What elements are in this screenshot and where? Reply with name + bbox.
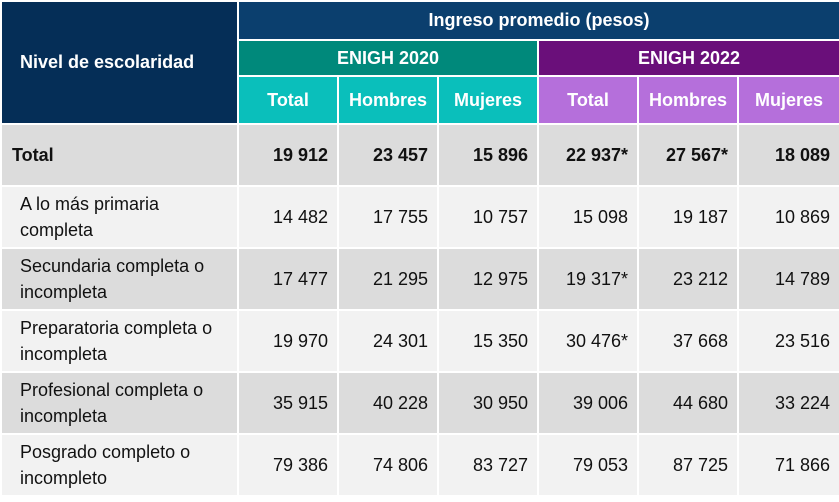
cell-2020-hombres: 17 755: [337, 185, 439, 249]
cell-2022-mujeres: 18 089: [737, 123, 839, 187]
row-label: Total: [0, 123, 239, 187]
row-label: Secundaria completa o incompleta: [0, 247, 239, 311]
header-2022-total: Total: [537, 75, 639, 125]
header-2022-mujeres: Mujeres: [737, 75, 839, 125]
cell-2020-total: 79 386: [237, 433, 339, 497]
row-label: Posgrado completo o incompleto: [0, 433, 239, 497]
cell-2020-hombres: 21 295: [337, 247, 439, 311]
cell-2020-hombres: 74 806: [337, 433, 439, 497]
header-nivel-escolaridad: Nivel de escolaridad: [0, 0, 239, 125]
cell-2022-hombres: 44 680: [637, 371, 739, 435]
cell-2022-mujeres: 23 516: [737, 309, 839, 373]
cell-2020-total: 19 912: [237, 123, 339, 187]
row-label: Preparatoria completa o incompleta: [0, 309, 239, 373]
cell-2020-total: 17 477: [237, 247, 339, 311]
cell-2022-mujeres: 71 866: [737, 433, 839, 497]
header-enigh-2020: ENIGH 2020: [237, 39, 539, 77]
cell-2022-hombres: 37 668: [637, 309, 739, 373]
table-row: Preparatoria completa o incompleta 19 970…: [0, 309, 839, 373]
header-enigh-2022: ENIGH 2022: [537, 39, 839, 77]
cell-2022-hombres: 87 725: [637, 433, 739, 497]
row-label: A lo más primaria completa: [0, 185, 239, 249]
cell-2022-mujeres: 33 224: [737, 371, 839, 435]
table-row-total: Total 19 912 23 457 15 896 22 937* 27 567* 18 …: [0, 123, 839, 187]
header-ingreso-promedio: Ingreso promedio (pesos): [237, 0, 839, 41]
table-row: Profesional completa o incompleta 35 915 4…: [0, 371, 839, 435]
cell-2020-hombres: 24 301: [337, 309, 439, 373]
table-row: Posgrado completo o incompleto 79 386 74 8…: [0, 433, 839, 497]
cell-2020-mujeres: 15 350: [437, 309, 539, 373]
header-2020-mujeres: Mujeres: [437, 75, 539, 125]
cell-2022-total: 22 937*: [537, 123, 639, 187]
cell-2022-total: 15 098: [537, 185, 639, 249]
cell-2020-hombres: 40 228: [337, 371, 439, 435]
cell-2022-hombres: 23 212: [637, 247, 739, 311]
cell-2020-total: 35 915: [237, 371, 339, 435]
cell-2020-mujeres: 15 896: [437, 123, 539, 187]
header-2020-hombres: Hombres: [337, 75, 439, 125]
cell-2020-mujeres: 83 727: [437, 433, 539, 497]
cell-2022-hombres: 27 567*: [637, 123, 739, 187]
table-row: Secundaria completa o incompleta 17 477 21…: [0, 247, 839, 311]
cell-2020-mujeres: 10 757: [437, 185, 539, 249]
cell-2022-total: 39 006: [537, 371, 639, 435]
row-label: Profesional completa o incompleta: [0, 371, 239, 435]
cell-2020-total: 19 970: [237, 309, 339, 373]
cell-2020-mujeres: 12 975: [437, 247, 539, 311]
cell-2020-total: 14 482: [237, 185, 339, 249]
cell-2022-mujeres: 14 789: [737, 247, 839, 311]
cell-2022-total: 79 053: [537, 433, 639, 497]
cell-2020-mujeres: 30 950: [437, 371, 539, 435]
header-2022-hombres: Hombres: [637, 75, 739, 125]
cell-2020-hombres: 23 457: [337, 123, 439, 187]
cell-2022-hombres: 19 187: [637, 185, 739, 249]
cell-2022-total: 19 317*: [537, 247, 639, 311]
table-row: A lo más primaria completa 14 482 17 755 10…: [0, 185, 839, 249]
cell-2022-mujeres: 10 869: [737, 185, 839, 249]
cell-2022-total: 30 476*: [537, 309, 639, 373]
header-2020-total: Total: [237, 75, 339, 125]
